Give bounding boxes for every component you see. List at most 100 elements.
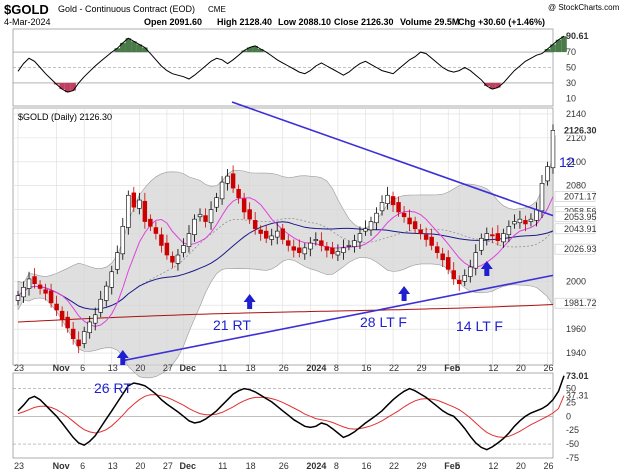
candle-body <box>15 295 21 301</box>
candle-body <box>490 234 495 237</box>
candle-body <box>81 331 87 344</box>
candle-body <box>379 202 385 212</box>
macd-tick-label: 25 <box>566 397 576 407</box>
candle-body <box>407 217 412 225</box>
price-panel-title: $GOLD (Daily) 2126.30 <box>18 112 112 122</box>
candle-body <box>423 234 429 240</box>
candle-body <box>186 233 192 247</box>
candle-body <box>286 240 291 246</box>
x-tick-label: Feb <box>444 461 461 471</box>
rsi-overbought-fill <box>561 36 567 53</box>
rsi-overbought-fill <box>136 44 143 53</box>
candle-body <box>263 230 269 239</box>
x-tick-label: 6 <box>80 461 85 471</box>
candle-body <box>109 271 114 288</box>
candle-body <box>170 255 175 263</box>
value-tag-label: 2058.56 <box>564 206 597 216</box>
x-tick-label: 11 <box>218 363 227 373</box>
value-tag-label: 2043.91 <box>564 224 597 234</box>
candle-body <box>59 310 65 320</box>
candle-body <box>412 221 418 230</box>
macd-tick-label: -25 <box>566 425 579 435</box>
candle-body <box>241 198 247 213</box>
candle-body <box>230 173 236 189</box>
x-tick-label: 8 <box>334 363 339 373</box>
candle-body <box>297 247 302 253</box>
value-tag-label: 2126.30 <box>564 125 597 135</box>
candle-body <box>479 237 484 251</box>
candle-body <box>390 196 396 206</box>
candle-body <box>192 218 197 236</box>
candle-body <box>451 270 456 280</box>
rsi-line <box>17 35 565 93</box>
candle-body <box>164 242 170 256</box>
x-tick-label: 5 <box>455 461 460 471</box>
macd-tick-label: 50 <box>566 384 576 394</box>
annotation-arrow <box>243 294 256 309</box>
x-tick-label: 2024 <box>306 461 326 471</box>
rsi-overbought-fill <box>125 38 132 53</box>
candle-body <box>523 220 528 225</box>
candle-body <box>357 233 363 243</box>
candle-body <box>501 233 506 243</box>
candle-body <box>440 253 445 261</box>
annotation-21-rt: 21 RT <box>213 317 251 333</box>
rsi-tick-label: 50 <box>566 63 576 73</box>
candle-body <box>396 202 401 213</box>
candle-body <box>87 321 92 334</box>
candle-body <box>269 235 274 240</box>
candle-body <box>308 242 313 250</box>
candle-body <box>48 290 54 304</box>
candle-body <box>76 339 81 347</box>
candle-body <box>341 247 346 253</box>
macd-tick-label: -50 <box>566 439 579 449</box>
candle-body <box>457 279 462 285</box>
candle-body <box>208 209 214 224</box>
candle-body <box>352 240 357 247</box>
x-tick-label: Dec <box>179 461 196 471</box>
rsi-overbought-fill <box>555 39 562 53</box>
x-tick-label: 23 <box>14 363 24 373</box>
x-tick-label: 23 <box>14 461 24 471</box>
rsi-overbought-fill <box>544 49 551 53</box>
x-tick-label: 29 <box>417 461 427 471</box>
candle-body <box>252 220 258 230</box>
price-tick-label: 2000 <box>566 276 586 286</box>
x-tick-label: Dec <box>179 363 196 373</box>
macd-line <box>17 375 565 451</box>
candle-body <box>445 257 451 270</box>
rsi-oversold-fill <box>484 82 490 86</box>
candle-body <box>181 245 186 253</box>
x-tick-label: 2024 <box>306 363 326 373</box>
value-tag-box <box>554 211 596 223</box>
x-tick-label: 22 <box>389 461 399 471</box>
annotation-arrow <box>398 286 411 301</box>
value-tag-box <box>554 191 596 202</box>
candle-body <box>473 252 479 269</box>
candle-body <box>159 234 164 246</box>
ma-mid-line <box>17 221 554 310</box>
candle-body <box>346 245 352 247</box>
candle-body <box>137 199 142 209</box>
candle-body <box>534 209 539 221</box>
x-tick-label: 8 <box>334 461 339 471</box>
rsi-oversold-fill <box>53 82 60 85</box>
candle-body <box>374 212 379 224</box>
open-value: Open 2091.60 <box>144 17 202 27</box>
rsi-overbought-fill <box>114 48 121 53</box>
x-tick-label: 18 <box>246 363 256 373</box>
macd-tick-label: -75 <box>566 453 579 463</box>
candle-body <box>401 212 407 218</box>
x-tick-label: 26 <box>543 461 553 471</box>
value-tag-box <box>555 125 595 136</box>
candle-body <box>302 247 308 255</box>
candle-body <box>203 215 208 222</box>
x-tick-label: Nov <box>53 461 70 471</box>
x-tick-label: Feb <box>444 363 461 373</box>
price-tick-label: 2140 <box>566 109 586 119</box>
candle-body <box>197 214 203 218</box>
candle-body <box>517 218 523 224</box>
price-tick-label: 2120 <box>566 133 586 143</box>
price-chart: 19401960200020802100212021402126.302071.… <box>13 101 597 471</box>
candle-body <box>70 328 76 340</box>
